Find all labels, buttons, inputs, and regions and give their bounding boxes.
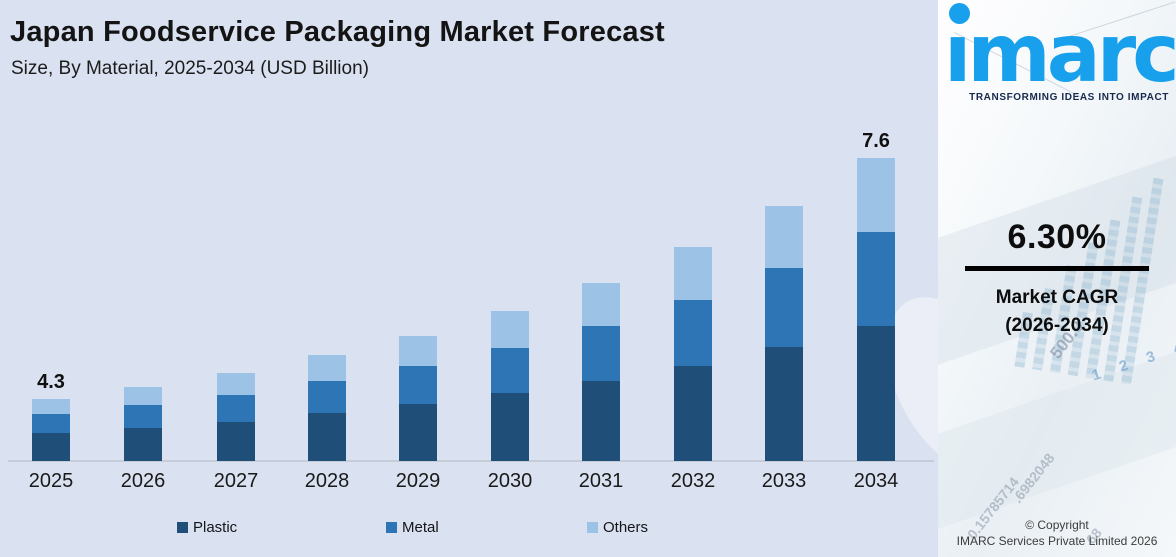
x-axis-label-2026: 2026 — [120, 470, 166, 492]
plot-area: 2025 4.3 2026 2027 2028 2029 2030 2031 2032 2033 2… — [8, 130, 934, 492]
bar-2027-segment-metal — [217, 395, 255, 422]
x-axis-label-2033: 2033 — [761, 470, 807, 492]
bar-2025-segment-plastic — [32, 433, 70, 461]
bar-2033-segment-plastic — [765, 347, 803, 461]
x-axis-line — [8, 460, 934, 462]
bar-2025-segment-others — [32, 399, 70, 414]
bar-2025-segment-metal — [32, 414, 70, 433]
copyright-line2: IMARC Services Private Limited 2026 — [956, 533, 1158, 548]
bar-2028 — [308, 355, 346, 461]
bar-2031 — [582, 283, 620, 461]
bar-2026 — [124, 387, 162, 461]
x-axis-label-2029: 2029 — [395, 470, 441, 492]
bar-2032-segment-others — [674, 247, 712, 300]
bar-2033-segment-metal — [765, 268, 803, 347]
cagr-underline — [965, 266, 1149, 271]
cagr-value: 6.30% — [1007, 218, 1107, 256]
cagr-block: 6.30% Market CAGR (2026-2034) — [938, 218, 1176, 339]
x-axis-label-2030: 2030 — [487, 470, 533, 492]
bar-2028-segment-others — [308, 355, 346, 381]
bar-2029-segment-metal — [399, 366, 437, 404]
bar-2026-segment-metal — [124, 405, 162, 428]
x-axis-label-2031: 2031 — [578, 470, 624, 492]
chart-section: Japan Foodservice Packaging Market Forec… — [8, 16, 1047, 536]
bar-2027 — [217, 373, 255, 461]
bar-2030-segment-metal — [491, 348, 529, 393]
x-axis-label-2028: 2028 — [304, 470, 350, 492]
bar-2031-segment-others — [582, 283, 620, 326]
imarc-logo: ımarc TRANSFORMING IDEAS INTO IMPACT — [940, 0, 1176, 110]
chart-title: Japan Foodservice Packaging Market Forec… — [10, 16, 665, 48]
bar-2030-segment-others — [491, 311, 529, 348]
cagr-label-line2: (2026-2034) — [1005, 314, 1109, 336]
bar-2030-segment-plastic — [491, 393, 529, 461]
chart-subtitle: Size, By Material, 2025-2034 (USD Billio… — [11, 58, 369, 79]
bar-2026-segment-others — [124, 387, 162, 405]
x-axis-label-2025: 2025 — [28, 470, 74, 492]
bar-2033-segment-others — [765, 206, 803, 268]
x-axis-label-2027: 2027 — [213, 470, 259, 492]
bar-2027-segment-plastic — [217, 422, 255, 461]
bar-2031-segment-plastic — [582, 381, 620, 461]
copyright-notice: © Copyright IMARC Services Private Limit… — [938, 517, 1176, 549]
bar-2030 — [491, 311, 529, 461]
bar-2029-segment-others — [399, 336, 437, 366]
bar-2032 — [674, 247, 712, 461]
bar-2034-segment-plastic — [857, 326, 895, 461]
bar-2026-segment-plastic — [124, 428, 162, 461]
brand-panel: 500.0 1 2 3 4 .6982048 0.15785714 68 ıma… — [938, 0, 1176, 557]
bar-2034-segment-metal — [857, 232, 895, 326]
data-label-2034: 7.6 — [862, 130, 890, 152]
bar-2032-segment-metal — [674, 300, 712, 366]
bar-2028-segment-metal — [308, 381, 346, 413]
copyright-line1: © Copyright — [1025, 517, 1089, 532]
bar-2033 — [765, 206, 803, 461]
x-axis-label-2032: 2032 — [670, 470, 716, 492]
bar-2029 — [399, 336, 437, 461]
bar-2034 — [857, 158, 895, 461]
bar-2025 — [32, 399, 70, 461]
bar-2027-segment-others — [217, 373, 255, 395]
imarc-logo-dot-icon — [949, 3, 970, 24]
x-axis-label-2034: 2034 — [853, 470, 899, 492]
bar-2031-segment-metal — [582, 326, 620, 381]
bar-2028-segment-plastic — [308, 413, 346, 461]
bar-2034-segment-others — [857, 158, 895, 232]
imarc-logo-tagline: TRANSFORMING IDEAS INTO IMPACT — [969, 92, 1169, 103]
data-label-2025: 4.3 — [37, 371, 65, 393]
imarc-logo-text: ımarc — [944, 7, 1176, 100]
bar-2032-segment-plastic — [674, 366, 712, 461]
cagr-label-line1: Market CAGR — [995, 287, 1119, 308]
bar-2029-segment-plastic — [399, 404, 437, 461]
